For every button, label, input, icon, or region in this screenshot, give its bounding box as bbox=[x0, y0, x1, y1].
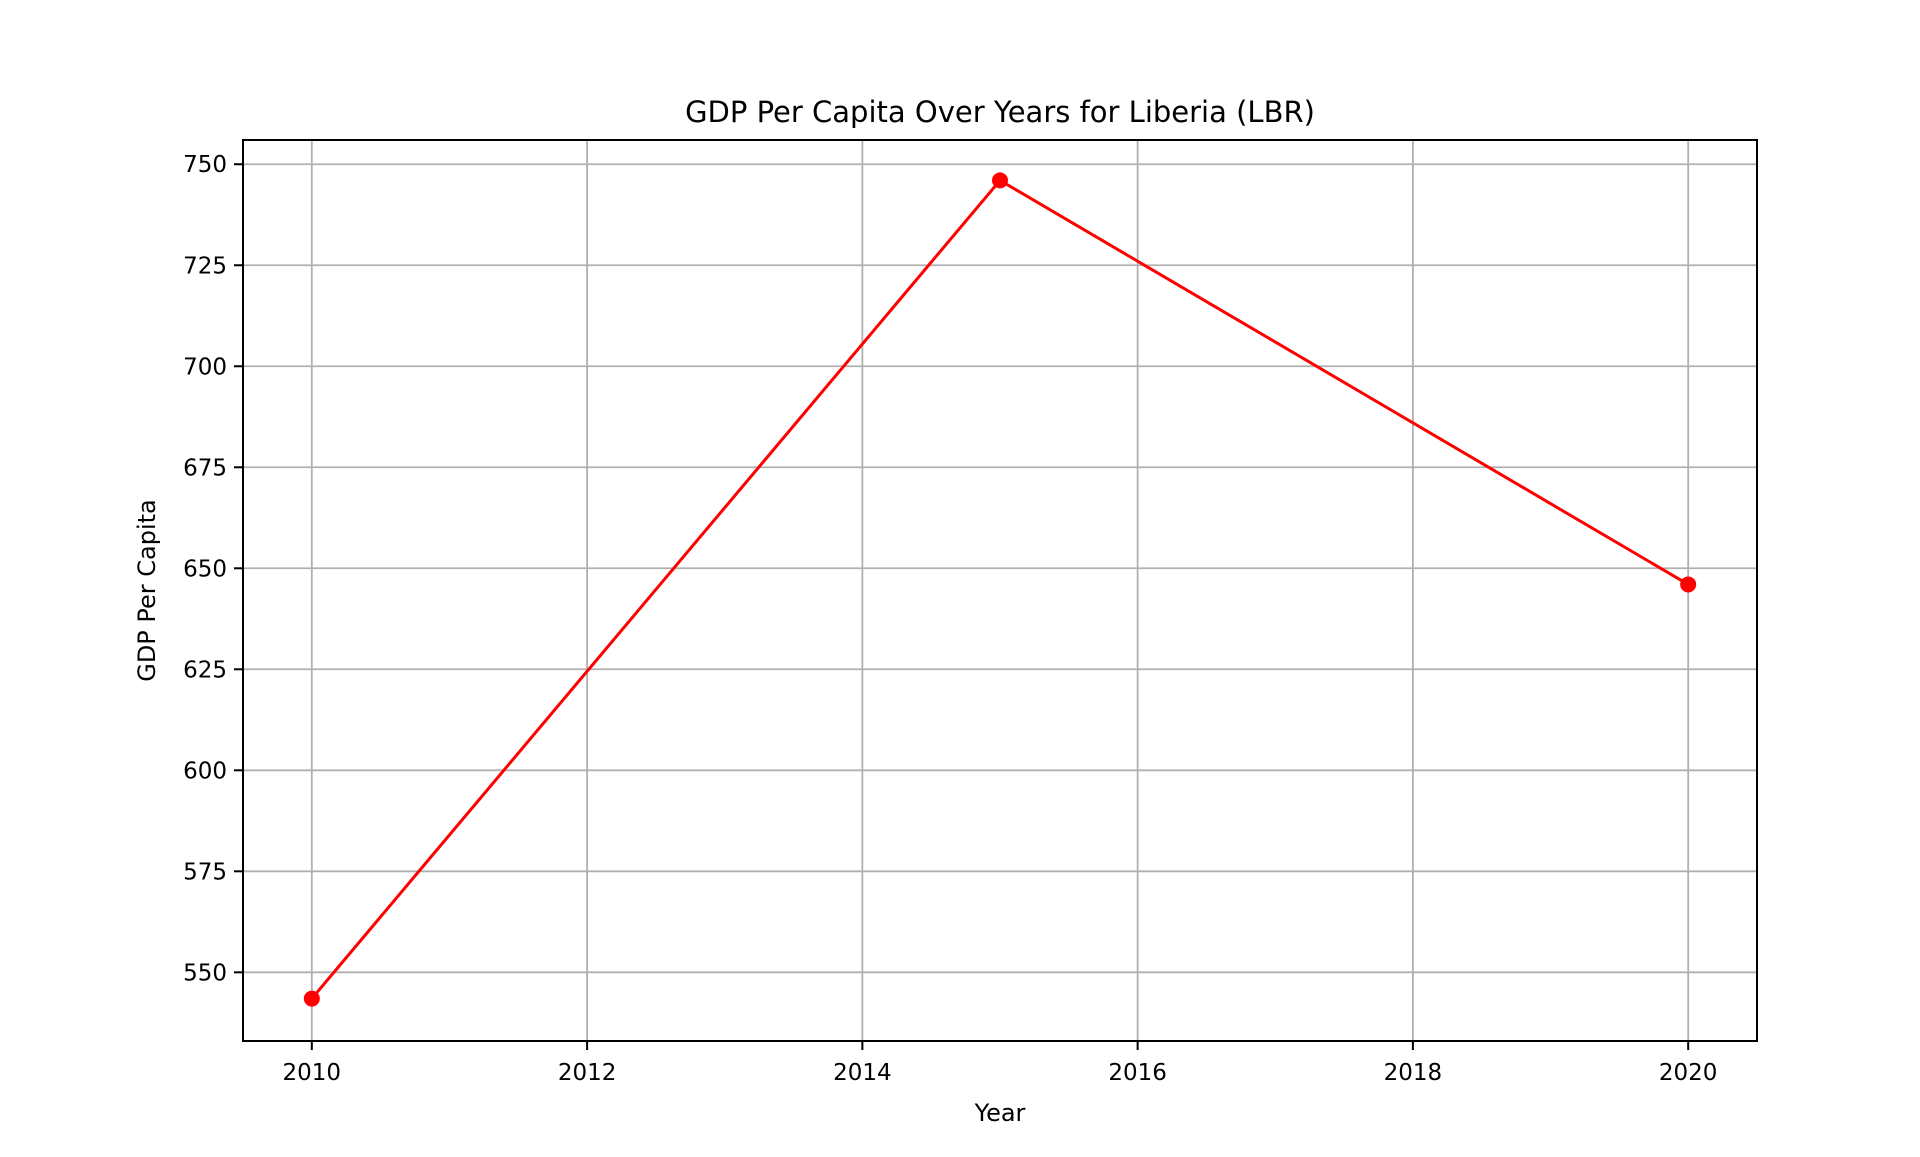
axes-frame bbox=[242, 139, 1758, 1042]
x-tick-label: 2010 bbox=[283, 1060, 342, 1086]
y-tick-label: 650 bbox=[183, 556, 227, 582]
x-tick-label: 2018 bbox=[1384, 1060, 1443, 1086]
x-tick-label: 2012 bbox=[558, 1060, 617, 1086]
x-axis-label: Year bbox=[974, 1099, 1026, 1127]
y-tick-label: 700 bbox=[183, 354, 227, 380]
x-tick-label: 2016 bbox=[1108, 1060, 1167, 1086]
y-tick-label: 675 bbox=[183, 455, 227, 481]
chart-title: GDP Per Capita Over Years for Liberia (L… bbox=[685, 95, 1315, 129]
y-tick-label: 575 bbox=[183, 859, 227, 885]
axis-ticks: 2010 2012 2014 2016 2018 2020 550 575 600 625 650 6… bbox=[183, 152, 1717, 1086]
y-tick-label: 625 bbox=[183, 657, 227, 683]
data-point bbox=[303, 990, 320, 1007]
series-layer bbox=[303, 172, 1697, 1007]
grid-lines bbox=[243, 140, 1757, 1041]
data-point bbox=[1680, 576, 1697, 593]
y-tick-label: 750 bbox=[183, 152, 227, 178]
y-tick-label: 725 bbox=[183, 253, 227, 279]
series-line bbox=[310, 178, 1689, 1000]
y-axis-label: GDP Per Capita bbox=[133, 499, 161, 682]
x-tick-label: 2014 bbox=[833, 1060, 892, 1086]
y-tick-label: 600 bbox=[183, 758, 227, 784]
y-tick-label: 550 bbox=[183, 960, 227, 986]
x-tick-label: 2020 bbox=[1659, 1060, 1718, 1086]
data-point bbox=[992, 172, 1008, 189]
